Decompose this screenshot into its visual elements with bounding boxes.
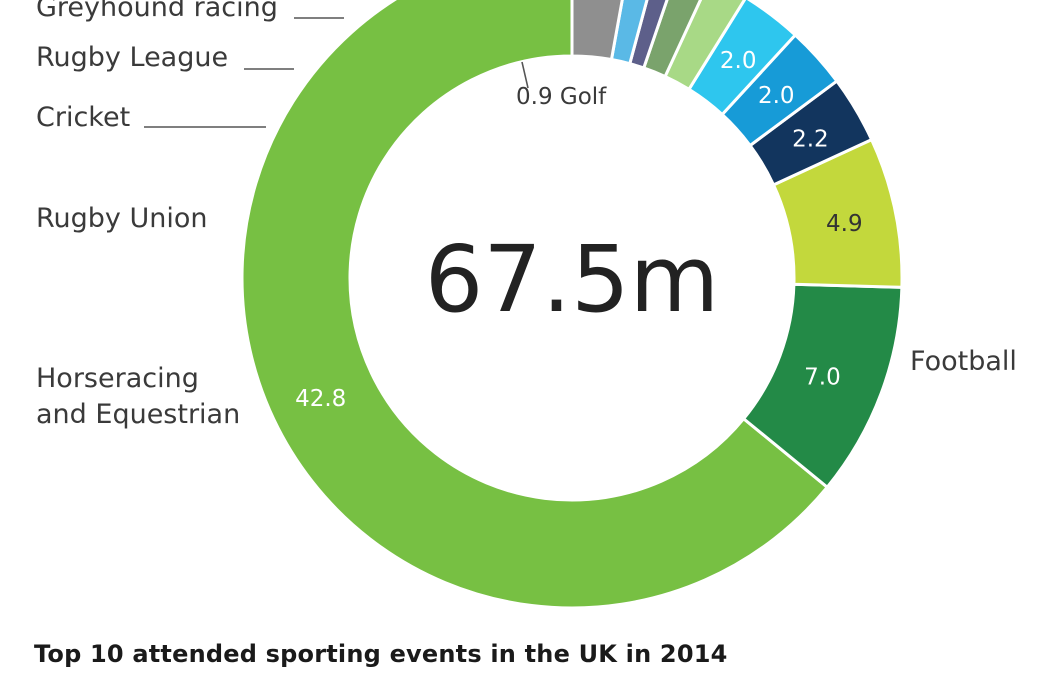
category-label-rugby-league-4: Rugby League xyxy=(36,42,228,73)
slice-unlabeled-10 xyxy=(570,0,624,62)
slice-football-0 xyxy=(240,0,830,610)
category-label-football-0: Football xyxy=(910,346,1017,377)
center-total-label: 67.5m xyxy=(425,226,719,333)
category-label-horseracing-1: Horseracing and Equestrian xyxy=(36,363,240,430)
category-label-rugby-union-2: Rugby Union xyxy=(36,203,208,234)
chart-title: Top 10 attended sporting events in the U… xyxy=(34,640,728,668)
data-label-rugby-league-4: 2.0 xyxy=(758,83,795,109)
category-label-cricket-3: Cricket xyxy=(36,102,130,133)
data-label-rugby-union-2: 4.9 xyxy=(826,211,863,237)
data-label-horseracing-1: 7.0 xyxy=(804,364,841,390)
data-label-golf-9: 0.9 Golf xyxy=(516,84,607,110)
leader-line-golf-9 xyxy=(521,61,529,89)
data-label-football-0: 42.8 xyxy=(295,386,346,412)
category-label-greyhound-racing-5: Greyhound racing xyxy=(36,0,278,23)
data-label-greyhound-racing-5: 2.0 xyxy=(720,48,757,74)
data-label-cricket-3: 2.2 xyxy=(792,127,829,153)
